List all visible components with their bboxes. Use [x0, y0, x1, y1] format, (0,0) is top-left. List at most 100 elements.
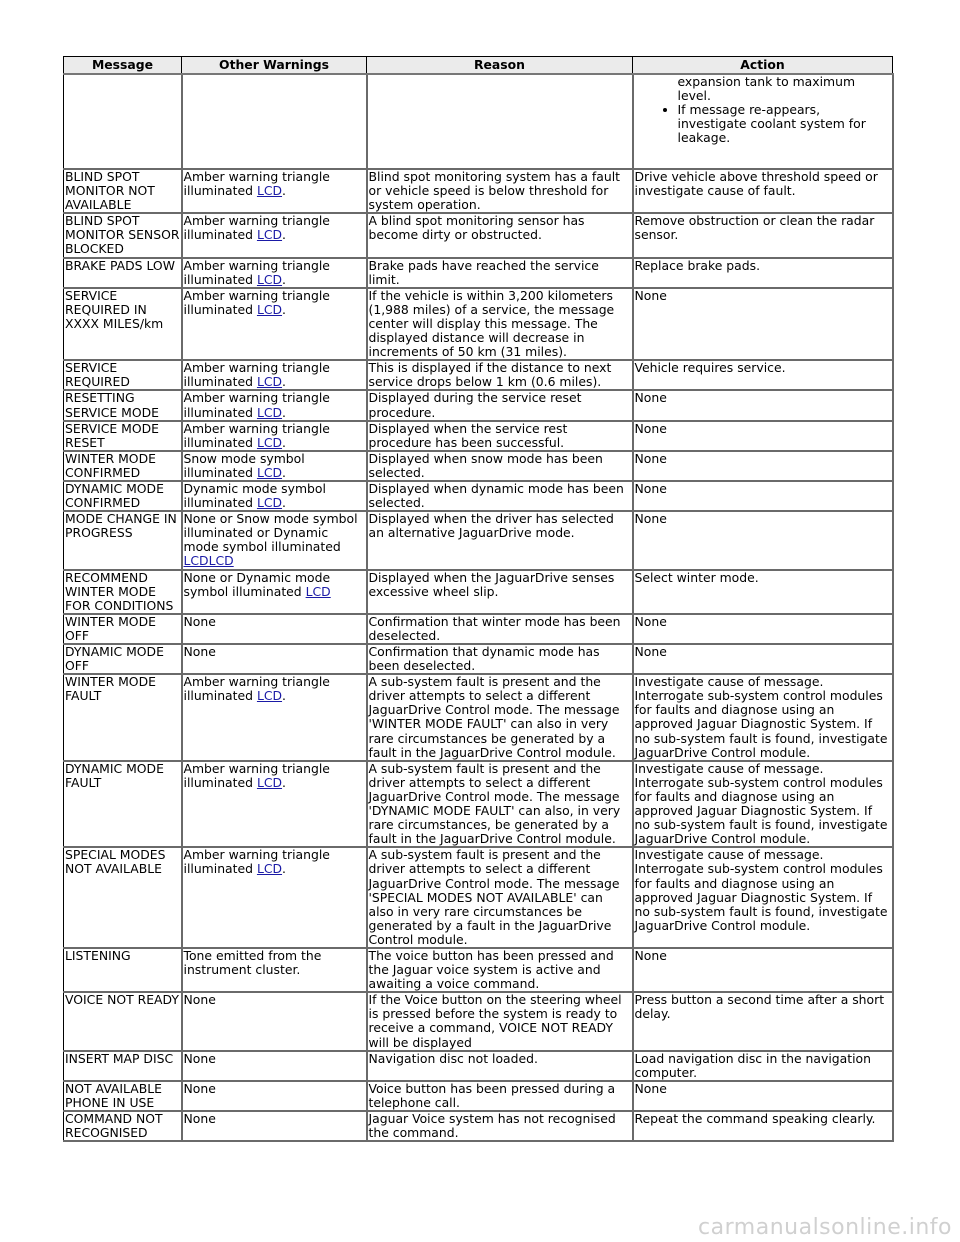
action-cell: Investigate cause of message. Interrogat…	[632, 846, 894, 949]
other-warnings-cell: Amber warning triangle illuminated LCD.	[181, 389, 368, 422]
lcd-link[interactable]: LCD	[256, 495, 283, 511]
message-text: MODE CHANGE IN PROGRESS	[65, 511, 177, 541]
action-cell: Load navigation disc in the navigation c…	[632, 1050, 894, 1082]
action-cell: None	[632, 510, 894, 571]
message-text: BLIND SPOT MONITOR SENSOR BLOCKED	[65, 213, 180, 257]
message-text: COMMAND NOT RECOGNISED	[65, 1111, 163, 1141]
other-warnings-text: None	[183, 992, 216, 1008]
action-cell: Drive vehicle above threshold speed or i…	[632, 168, 894, 215]
other-warnings-text: Amber warning triangle illuminated	[183, 420, 330, 450]
reason-cell: Confirmation that dynamic mode has been …	[366, 643, 634, 676]
message-cell: SERVICE REQUIRED	[63, 359, 183, 392]
other-warnings-tail: .	[282, 271, 286, 287]
table-row: COMMAND NOT RECOGNISED None Jaguar Voice s…	[63, 1110, 894, 1143]
warning-messages-table: Message Other Warnings Reason Action exp…	[63, 56, 894, 1143]
lcd-link[interactable]: LCD	[256, 374, 283, 390]
other-warnings-tail: .	[282, 183, 286, 199]
other-warnings-text: Amber warning triangle illuminated	[183, 390, 330, 420]
lcd-link[interactable]: LCD	[256, 183, 283, 199]
action-text: Investigate cause of message. Interrogat…	[634, 847, 888, 933]
lcd-link[interactable]: LCD	[256, 434, 283, 450]
lcd-link[interactable]: LCD	[256, 464, 283, 480]
reason-cell: Displayed when the driver has selected a…	[366, 510, 634, 571]
reason-cell: Jaguar Voice system has not recognised t…	[366, 1110, 634, 1143]
other-warnings-text: Amber warning triangle illuminated	[183, 169, 330, 199]
action-text: None	[634, 947, 667, 963]
lcd-link[interactable]: LCD	[256, 688, 283, 704]
message-text: LISTENING	[65, 947, 131, 963]
other-warnings-cell: Amber warning triangle illuminated LCD.	[181, 359, 368, 392]
action-text: Remove obstruction or clean the radar se…	[634, 213, 875, 243]
table-row: BRAKE PADS LOW Amber warning triangle ill…	[63, 257, 894, 289]
other-warnings-text: Amber warning triangle illuminated	[183, 360, 330, 390]
message-text: DYNAMIC MODE OFF	[65, 644, 164, 674]
message-text: BLIND SPOT MONITOR NOT AVAILABLE	[65, 169, 155, 213]
header-reason: Reason	[366, 56, 633, 75]
table-row: SERVICE REQUIRED IN XXXX MILES/km Amber w…	[63, 287, 894, 362]
table-row: WINTER MODE FAULT Amber warning triangle …	[63, 673, 894, 762]
message-cell: BRAKE PADS LOW	[63, 257, 183, 289]
reason-cell: Displayed when dynamic mode has been sel…	[366, 480, 634, 513]
message-cell: WINTER MODE CONFIRMED	[63, 450, 183, 482]
lcd-link[interactable]: LCD	[256, 301, 283, 317]
lcd-link[interactable]: LCD	[256, 404, 283, 420]
other-warnings-cell: Amber warning triangle illuminated LCD.	[181, 846, 368, 949]
reason-text: Displayed when snow mode has been select…	[368, 450, 603, 480]
action-cell: None	[632, 389, 894, 422]
table-row: SPECIAL MODES NOT AVAILABLE Amber warning…	[63, 846, 894, 949]
message-cell: LISTENING	[63, 947, 183, 994]
other-warnings-tail: .	[282, 434, 286, 450]
message-cell: WINTER MODE OFF	[63, 613, 183, 646]
other-warnings-cell: Amber warning triangle illuminated LCD.	[181, 673, 368, 762]
other-warnings-tail: .	[282, 774, 286, 790]
lcd-link[interactable]: LCD	[256, 861, 283, 877]
message-cell	[63, 73, 183, 170]
lcd-link[interactable]: LCD	[256, 774, 283, 790]
other-warnings-cell: Amber warning triangle illuminated LCD.	[181, 287, 368, 362]
lcd-link[interactable]: LCD	[256, 227, 283, 243]
action-list-continuation: expansion tank to maximum level.	[677, 74, 856, 104]
action-text: Press button a second time after a short…	[634, 992, 885, 1022]
other-warnings-tail: .	[282, 861, 286, 877]
reason-cell: A sub-system fault is present and the dr…	[366, 846, 634, 949]
reason-cell: Blind spot monitoring system has a fault…	[366, 168, 634, 215]
reason-text: Displayed when the driver has selected a…	[368, 511, 614, 541]
message-text: RECOMMEND WINTER MODE FOR CONDITIONS	[65, 569, 174, 613]
message-cell: SPECIAL MODES NOT AVAILABLE	[63, 846, 183, 949]
header-action: Action	[632, 56, 893, 75]
action-cell: Replace brake pads.	[632, 257, 894, 289]
other-warnings-cell: Amber warning triangle illuminated LCD.	[181, 257, 368, 289]
lcd-link[interactable]: LCD	[305, 583, 331, 599]
reason-cell: Displayed during the service reset proce…	[366, 389, 634, 422]
action-cell: Press button a second time after a short…	[632, 991, 894, 1052]
reason-text: If the vehicle is within 3,200 kilometer…	[368, 287, 615, 360]
other-warnings-cell	[181, 73, 368, 170]
action-cell: None	[632, 287, 894, 362]
message-text: SERVICE REQUIRED IN XXXX MILES/km	[65, 287, 164, 331]
other-warnings-text: None or Dynamic mode symbol illuminated	[183, 569, 331, 599]
lcd-link[interactable]: LCD	[256, 271, 283, 287]
other-warnings-tail: .	[282, 404, 286, 420]
reason-cell: Brake pads have reached the service limi…	[366, 257, 634, 289]
action-cell: None	[632, 420, 894, 452]
other-warnings-text: Amber warning triangle illuminated	[183, 257, 330, 287]
other-warnings-text: Amber warning triangle illuminated	[183, 847, 330, 877]
other-warnings-text: None	[183, 613, 216, 629]
action-cell: expansion tank to maximum level. If mess…	[632, 73, 894, 170]
other-warnings-text: None	[183, 1111, 216, 1126]
other-warnings-tail: .	[282, 495, 286, 511]
action-text: Investigate cause of message. Interrogat…	[634, 674, 888, 760]
table-row: WINTER MODE OFF None Confirmation that win…	[63, 613, 894, 646]
action-text: None	[634, 644, 667, 659]
action-cell: None	[632, 480, 894, 513]
action-text: None	[634, 1080, 667, 1096]
lcd-link[interactable]: LCDLCD	[183, 553, 234, 569]
reason-text: This is displayed if the distance to nex…	[368, 360, 612, 390]
other-warnings-text: Amber warning triangle illuminated	[183, 760, 330, 790]
message-cell: COMMAND NOT RECOGNISED	[63, 1110, 183, 1143]
action-cell: None	[632, 947, 894, 994]
table-row: RECOMMEND WINTER MODE FOR CONDITIONS None…	[63, 569, 894, 615]
table-row: DYNAMIC MODE FAULT Amber warning triangle…	[63, 760, 894, 849]
other-warnings-cell: None	[181, 991, 368, 1052]
reason-cell	[366, 73, 634, 170]
